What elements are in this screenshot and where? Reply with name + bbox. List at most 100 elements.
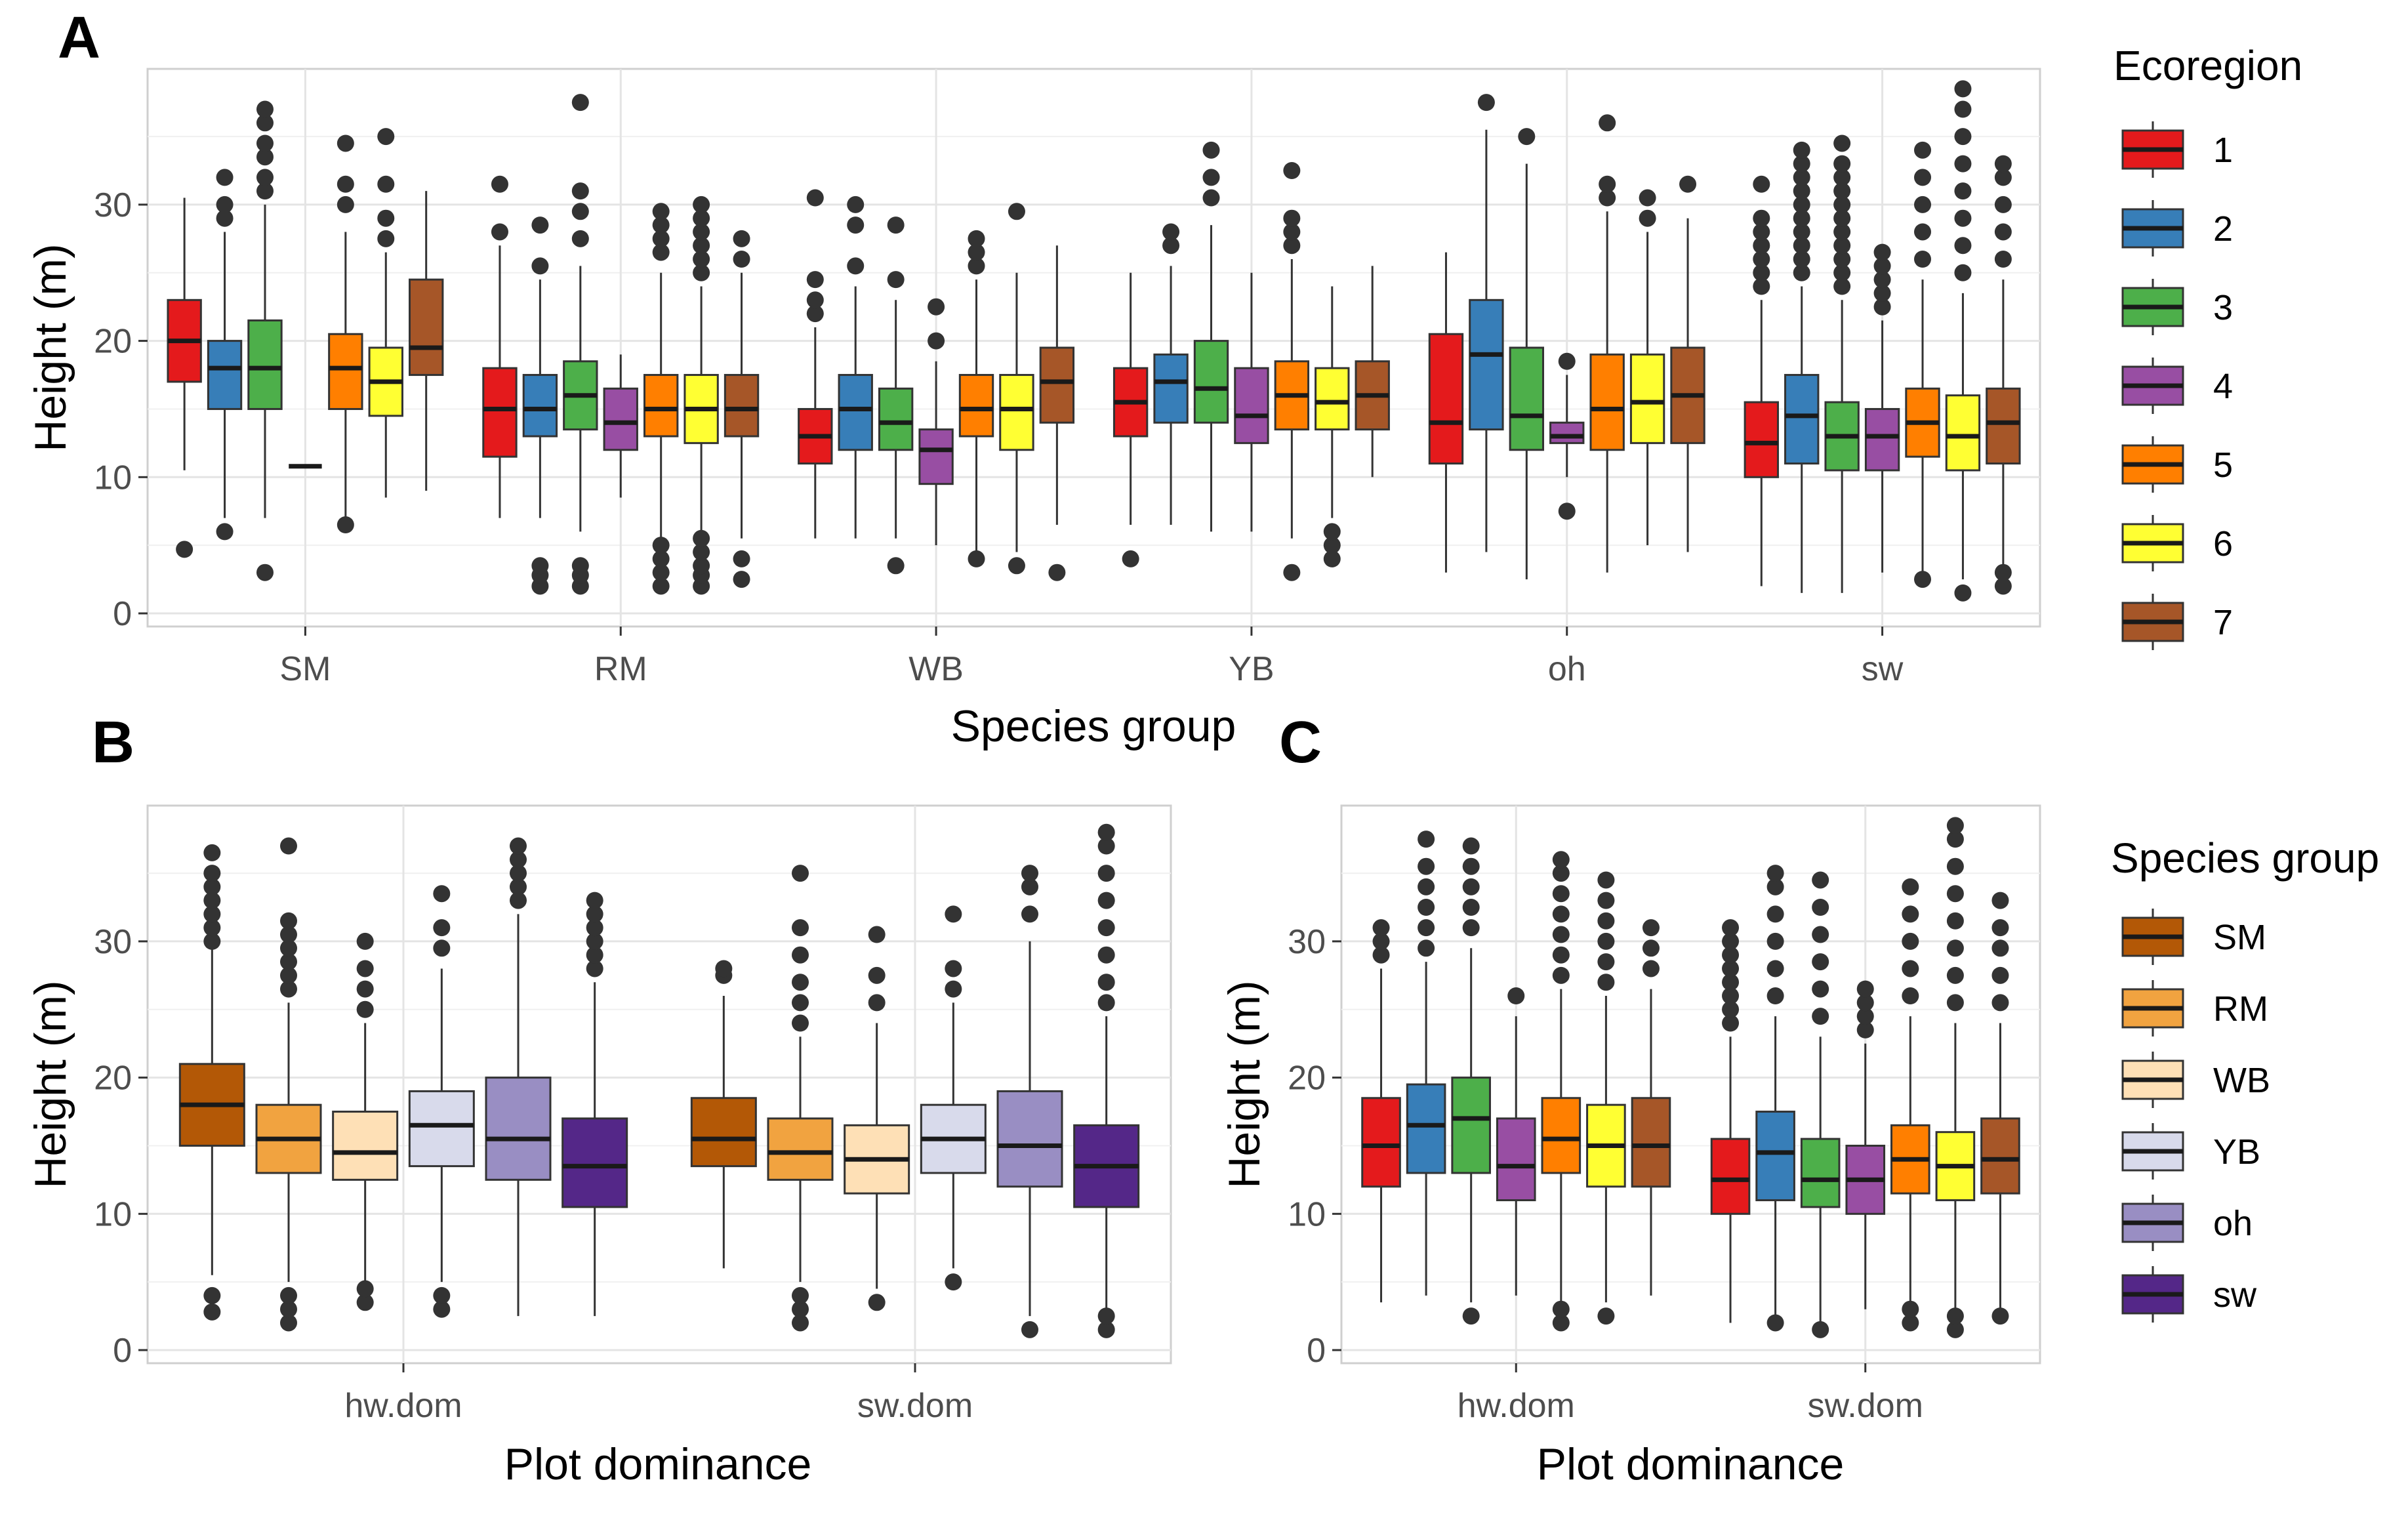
outlier-point — [968, 550, 985, 567]
outlier-point — [1766, 905, 1784, 923]
outlier-point — [1946, 1321, 1964, 1338]
outlier-point — [1599, 189, 1616, 207]
outlier-point — [1552, 1314, 1570, 1332]
outlier-point — [1902, 987, 1919, 1004]
outlier-point — [1954, 128, 1972, 146]
outlier-point — [1994, 577, 2012, 595]
box-iqr — [1980, 1117, 2020, 1195]
outlier-point — [1722, 1000, 1740, 1018]
legend-item-1: 1 — [2121, 121, 2233, 178]
box-6-sw — [1945, 80, 1981, 602]
box-3-sw — [1824, 134, 1860, 593]
box-iqr — [1406, 1083, 1446, 1174]
outlier-point — [1946, 939, 1964, 957]
outlier-point — [1753, 277, 1770, 295]
box-4-WB — [918, 298, 954, 546]
legend-item-oh: oh — [2121, 1195, 2253, 1251]
box-4-sw — [1864, 243, 1900, 573]
outlier-point — [693, 209, 710, 227]
outlier-point — [1097, 892, 1115, 909]
outlier-point — [1991, 892, 2009, 909]
outlier-point — [928, 332, 945, 350]
legend-label: 2 — [2213, 209, 2233, 249]
box-iqr — [1864, 407, 1900, 472]
outlier-point — [968, 243, 985, 261]
outlier-point — [792, 946, 809, 964]
outlier-point — [1994, 195, 2012, 213]
outlier-point — [216, 195, 234, 213]
outlier-point — [1753, 237, 1770, 255]
outlier-point — [868, 1294, 886, 1311]
box-iqr — [1784, 374, 1820, 465]
outlier-point — [1372, 946, 1390, 964]
outlier-point — [1833, 237, 1851, 255]
box-3-oh — [1509, 128, 1545, 580]
box-2-oh — [1469, 94, 1504, 552]
legend-item-3: 3 — [2121, 279, 2233, 335]
outlier-point — [1462, 857, 1480, 875]
outlier-point — [1518, 128, 1536, 146]
box-iqr — [1496, 1117, 1536, 1202]
panel-b-y-axis: 0 10 20 30 — [94, 923, 148, 1370]
outlier-point — [531, 557, 549, 575]
outlier-point — [945, 1273, 962, 1291]
outlier-point — [1462, 919, 1480, 937]
outlier-point — [1552, 885, 1570, 903]
outlier-point — [847, 195, 865, 213]
outlier-point — [1812, 1321, 1829, 1338]
outlier-point — [1552, 1300, 1570, 1318]
box-4-hw.dom — [1496, 987, 1536, 1296]
box-sw-sw.dom — [1073, 823, 1140, 1338]
y-tick-label: 30 — [94, 923, 132, 961]
outlier-point — [1766, 878, 1784, 895]
outlier-point — [715, 960, 733, 977]
outlier-point — [693, 264, 710, 281]
box-iqr — [1193, 340, 1229, 424]
outlier-point — [356, 1280, 374, 1298]
legend-ecoregion-title: Ecoregion — [2113, 42, 2302, 89]
box-oh-sw.dom — [996, 865, 1063, 1338]
outlier-point — [1766, 932, 1784, 950]
box-7-RM — [724, 230, 760, 588]
legend-species-group: Species group SM RM WB YB oh sw — [2111, 834, 2379, 1323]
outlier-point — [1021, 905, 1038, 923]
box-1-hw.dom — [1361, 919, 1401, 1303]
outlier-point — [1793, 209, 1810, 227]
outlier-point — [1722, 974, 1740, 991]
outlier-point — [203, 932, 221, 950]
y-tick-label: 30 — [1288, 923, 1326, 961]
legend-label: oh — [2213, 1204, 2253, 1243]
legend-item-6: 6 — [2121, 515, 2233, 571]
outlier-point — [1597, 932, 1615, 950]
outlier-point — [510, 837, 527, 855]
box-4-RM — [603, 354, 638, 498]
outlier-point — [1283, 162, 1301, 179]
outlier-point — [1097, 1321, 1115, 1338]
outlier-point — [510, 892, 527, 909]
outlier-point — [1856, 980, 1874, 998]
outlier-point — [1954, 80, 1972, 98]
outlier-point — [1097, 974, 1115, 991]
box-oh-hw.dom — [485, 837, 552, 1317]
box-1-sw.dom — [1710, 919, 1751, 1323]
legend-species-group-title: Species group — [2111, 834, 2379, 882]
x-tick-label: sw — [1862, 650, 1904, 688]
outlier-point — [356, 980, 374, 998]
box-iqr — [918, 428, 954, 485]
outlier-point — [1873, 298, 1891, 316]
legend-label: YB — [2213, 1132, 2260, 1172]
outlier-point — [280, 966, 297, 984]
outlier-point — [280, 980, 297, 998]
outlier-point — [531, 257, 549, 275]
outlier-point — [1323, 537, 1341, 554]
outlier-point — [256, 182, 274, 200]
box-7-sw.dom — [1980, 892, 2020, 1325]
box-2-WB — [838, 195, 873, 539]
outlier-point — [571, 203, 589, 220]
outlier-point — [337, 134, 354, 152]
outlier-point — [1873, 243, 1891, 261]
outlier-point — [1833, 264, 1851, 281]
box-2-sw.dom — [1755, 865, 1795, 1332]
y-tick-label: 0 — [113, 595, 132, 633]
outlier-point — [1793, 155, 1810, 173]
